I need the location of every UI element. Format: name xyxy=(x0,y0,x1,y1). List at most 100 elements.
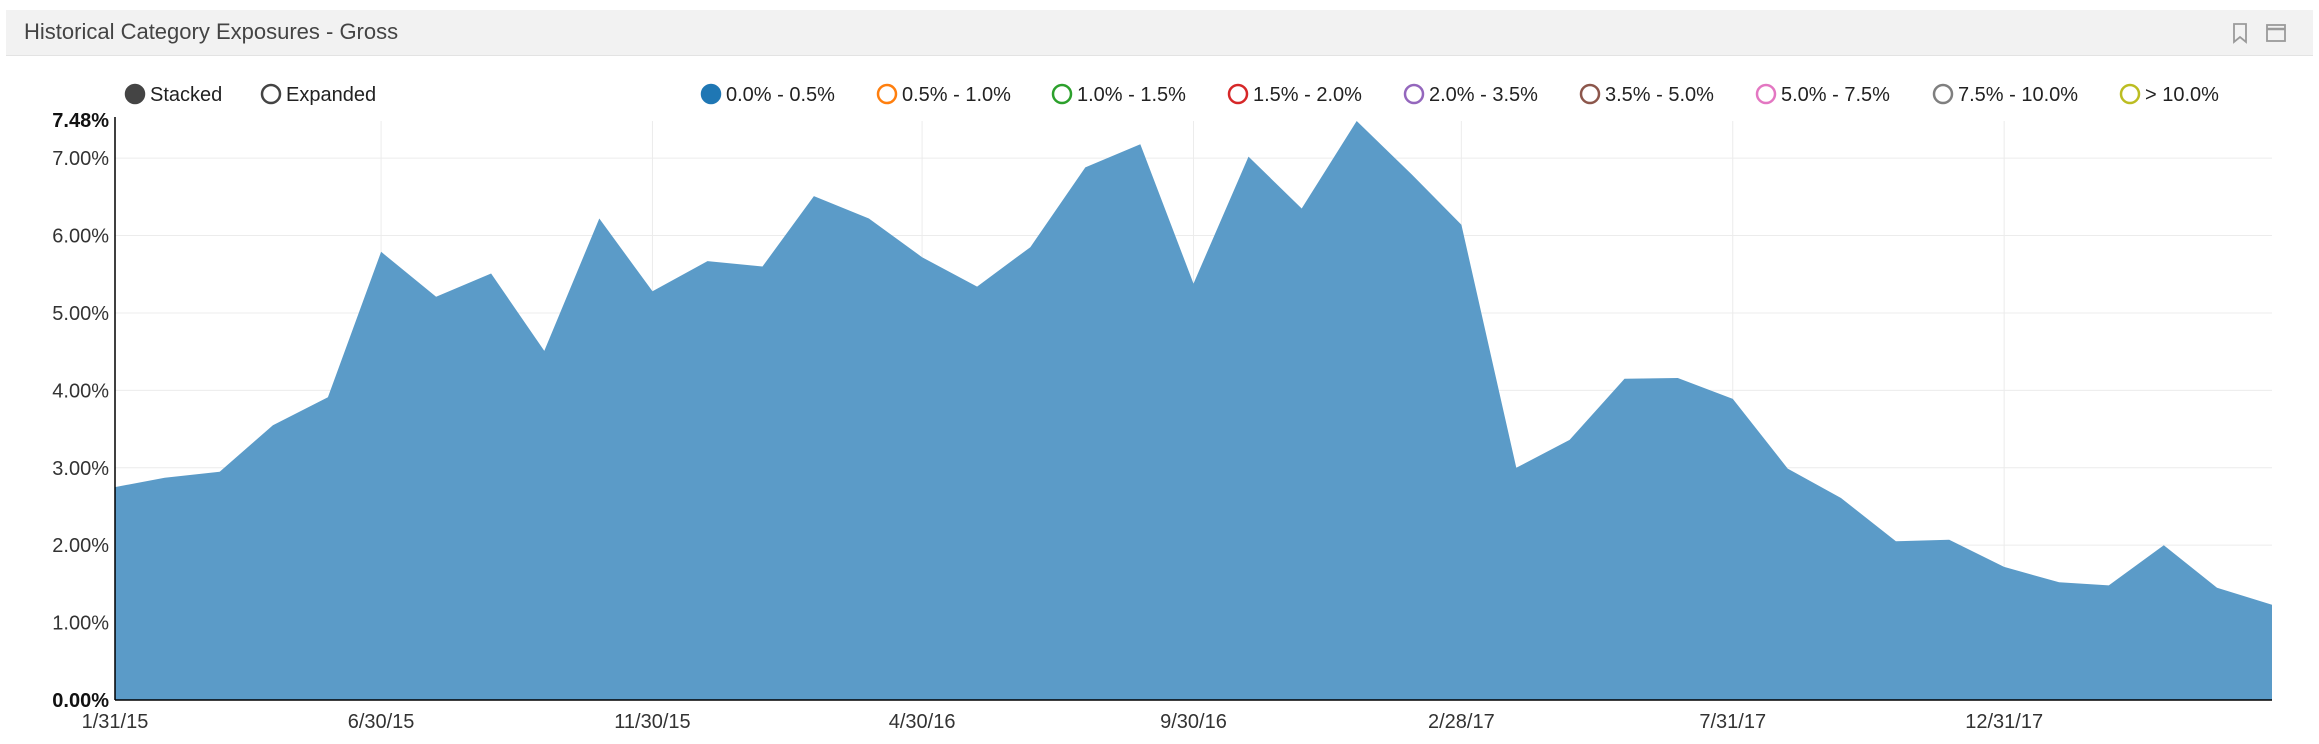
y-tick-label: 6.00% xyxy=(52,226,109,248)
data-point xyxy=(489,272,493,276)
data-point xyxy=(1355,119,1359,123)
data-point xyxy=(326,395,330,399)
legend-item[interactable]: 3.5% - 5.0% xyxy=(1579,83,1714,106)
data-point xyxy=(867,217,871,221)
y-tick-label: 7.00% xyxy=(52,148,109,170)
legend-label: 2.0% - 3.5% xyxy=(1429,84,1538,106)
x-tick-label: 4/30/16 xyxy=(889,711,956,733)
legend-marker-icon xyxy=(700,83,722,105)
legend-item[interactable]: 7.5% - 10.0% xyxy=(1932,83,2078,106)
data-point xyxy=(597,217,601,221)
radio-icon xyxy=(260,83,282,105)
area-series xyxy=(115,121,2272,700)
data-point xyxy=(1947,538,1951,542)
x-tick-label: 6/30/15 xyxy=(348,711,415,733)
data-point xyxy=(920,255,924,259)
x-tick-label: 9/30/16 xyxy=(1160,711,1227,733)
data-point xyxy=(2057,580,2061,584)
legend-label: 5.0% - 7.5% xyxy=(1781,84,1890,106)
data-point xyxy=(1894,539,1898,543)
y-tick-label: 4.00% xyxy=(52,380,109,402)
legend-item[interactable]: 1.0% - 1.5% xyxy=(1051,83,1186,106)
y-tick-label: 5.00% xyxy=(52,303,109,325)
mode-option-stacked[interactable]: Stacked xyxy=(124,83,222,106)
legend-item[interactable]: 0.0% - 0.5% xyxy=(700,83,835,106)
x-tick-label: 11/30/15 xyxy=(614,711,690,733)
mode-option-label: Expanded xyxy=(286,84,376,106)
data-point xyxy=(1568,438,1572,442)
y-tick-label: 3.00% xyxy=(52,458,109,480)
data-point xyxy=(379,250,383,254)
x-tick-label: 7/31/17 xyxy=(1699,711,1766,733)
y-tick-label: 1.00% xyxy=(52,613,109,635)
panel-header: Historical Category Exposures - Gross xyxy=(6,10,2313,56)
data-point xyxy=(1028,245,1032,249)
data-point xyxy=(2215,586,2219,590)
radio-icon xyxy=(124,83,146,105)
legend-marker-icon xyxy=(1755,83,1777,105)
y-tick-label: 2.00% xyxy=(52,535,109,557)
data-point xyxy=(651,289,655,293)
legend-label: 3.5% - 5.0% xyxy=(1605,84,1714,106)
legend-item[interactable]: 5.0% - 7.5% xyxy=(1755,83,1890,106)
data-point xyxy=(706,259,710,263)
legend-marker-icon xyxy=(1227,83,1249,105)
x-tick-label: 1/31/15 xyxy=(82,711,149,733)
mode-option-label: Stacked xyxy=(150,84,222,106)
legend-item[interactable]: > 10.0% xyxy=(2119,83,2219,106)
data-point xyxy=(975,285,979,289)
legend-marker-icon xyxy=(876,83,898,105)
legend-label: 1.0% - 1.5% xyxy=(1077,84,1186,106)
data-point xyxy=(761,265,765,269)
legend-label: 0.0% - 0.5% xyxy=(726,84,835,106)
data-point xyxy=(218,470,222,474)
data-point xyxy=(1676,376,1680,380)
data-point xyxy=(1839,496,1843,500)
y-max-label: 7.48% xyxy=(52,110,109,132)
data-point xyxy=(1623,377,1627,381)
legend-marker-icon xyxy=(2119,83,2141,105)
legend-marker-icon xyxy=(1932,83,1954,105)
legend-marker-icon xyxy=(1051,83,1073,105)
data-point xyxy=(1083,165,1087,169)
legend-marker-icon xyxy=(1579,83,1601,105)
data-point xyxy=(812,194,816,198)
bookmark-icon[interactable] xyxy=(2228,21,2252,45)
data-point xyxy=(1459,223,1463,227)
data-point xyxy=(1514,466,1518,470)
data-point xyxy=(271,423,275,427)
mode-controls: Stacked Expanded xyxy=(124,83,376,106)
legend-item[interactable]: 0.5% - 1.0% xyxy=(876,83,1011,106)
data-point xyxy=(1138,142,1142,146)
data-point xyxy=(1247,155,1251,159)
chart-legend: 0.0% - 0.5% 0.5% - 1.0% 1.0% - 1.5% 1.5% - … xyxy=(700,83,2219,106)
legend-item[interactable]: 2.0% - 3.5% xyxy=(1403,83,1538,106)
x-tick-label: 12/31/17 xyxy=(1965,711,2043,733)
data-point xyxy=(1192,282,1196,286)
legend-label: > 10.0% xyxy=(2145,84,2219,106)
data-point xyxy=(2107,583,2111,587)
legend-marker-icon xyxy=(1403,83,1425,105)
data-point xyxy=(1731,397,1735,401)
y-tick-label: 0.00% xyxy=(52,690,109,712)
maximize-icon[interactable] xyxy=(2264,21,2288,45)
data-point xyxy=(434,295,438,299)
data-point xyxy=(542,349,546,353)
legend-item[interactable]: 1.5% - 2.0% xyxy=(1227,83,1362,106)
x-tick-label: 2/28/17 xyxy=(1428,711,1495,733)
panel-title: Historical Category Exposures - Gross xyxy=(24,19,399,44)
data-point xyxy=(1300,207,1304,211)
data-point xyxy=(1410,172,1414,176)
chart-series xyxy=(115,119,2274,700)
data-point xyxy=(163,476,167,480)
legend-label: 0.5% - 1.0% xyxy=(902,84,1011,106)
mode-option-expanded[interactable]: Expanded xyxy=(260,83,376,106)
data-point xyxy=(2002,565,2006,569)
data-point xyxy=(1786,467,1790,471)
chart-axes: 0.00% 1.00% 2.00% 3.00% 4.00% 5.00% 6.00% 7.00%… xyxy=(52,110,2272,733)
data-point xyxy=(2162,543,2166,547)
legend-label: 7.5% - 10.0% xyxy=(1958,84,2078,106)
data-point xyxy=(2270,603,2274,607)
legend-label: 1.5% - 2.0% xyxy=(1253,84,1362,106)
